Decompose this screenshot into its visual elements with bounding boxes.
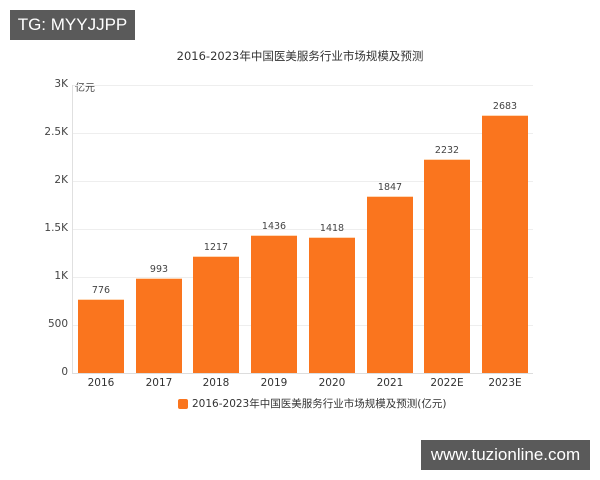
bar[interactable] — [482, 115, 528, 373]
gridline — [73, 229, 533, 230]
y-axis-line — [72, 85, 73, 374]
gridline — [73, 325, 533, 326]
y-tick-label: 2K — [54, 174, 68, 186]
y-tick-label: 2.5K — [44, 126, 68, 138]
x-tick-label: 2018 — [202, 377, 230, 389]
bar-value-label: 1217 — [203, 242, 229, 253]
bar[interactable] — [367, 196, 413, 373]
legend-swatch-icon — [178, 398, 188, 409]
x-tick-label: 2017 — [145, 377, 173, 389]
x-tick-label: 2019 — [260, 377, 288, 389]
bar-value-label: 1847 — [377, 182, 403, 193]
bar-value-label: 1436 — [261, 221, 287, 232]
watermark-bottom-right: www.tuzionline.com — [421, 440, 590, 470]
y-tick-label: 3K — [54, 78, 68, 90]
bar[interactable] — [424, 159, 470, 373]
x-tick-label: 2022E — [430, 377, 464, 389]
legend-label: 2016-2023年中国医美服务行业市场规模及预测(亿元) — [192, 398, 447, 410]
bar-value-label: 1418 — [319, 223, 345, 234]
gridline — [73, 181, 533, 182]
bar[interactable] — [136, 278, 182, 373]
x-tick-label: 2020 — [318, 377, 346, 389]
gridline — [73, 133, 533, 134]
bar-value-label: 993 — [149, 264, 169, 275]
x-axis-line — [72, 373, 533, 374]
gridline — [73, 85, 533, 86]
bar-value-label: 2683 — [492, 101, 518, 112]
y-tick-label: 0 — [61, 366, 68, 378]
bar[interactable] — [251, 235, 297, 373]
x-tick-label: 2021 — [376, 377, 404, 389]
legend[interactable]: 2016-2023年中国医美服务行业市场规模及预测(亿元) — [178, 396, 446, 411]
bar[interactable] — [309, 237, 355, 373]
x-tick-label: 2023E — [488, 377, 522, 389]
y-axis-unit: 亿元 — [75, 83, 95, 94]
y-tick-label: 1K — [54, 270, 68, 282]
bar-value-label: 2232 — [434, 145, 460, 156]
bar[interactable] — [78, 299, 124, 373]
gridline — [73, 277, 533, 278]
watermark-top-left: TG: MYYJJPP — [10, 10, 135, 40]
y-tick-label: 500 — [47, 318, 68, 330]
x-tick-label: 2016 — [87, 377, 115, 389]
y-tick-label: 1.5K — [44, 222, 68, 234]
bar[interactable] — [193, 256, 239, 373]
bar-value-label: 776 — [91, 285, 111, 296]
chart-title: 2016-2023年中国医美服务行业市场规模及预测 — [176, 49, 424, 63]
